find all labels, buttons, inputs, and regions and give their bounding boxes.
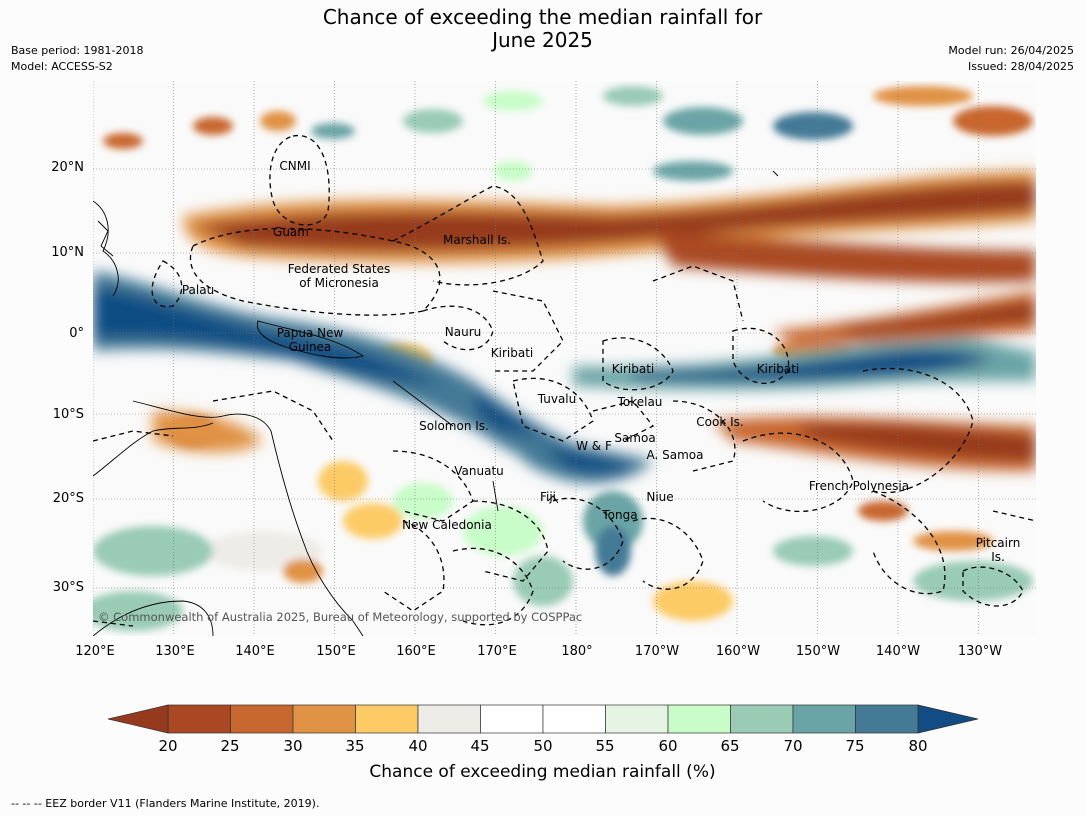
model-name: Model: ACCESS-S2 [11, 60, 113, 73]
region-label-png-1: Papua New [276, 326, 344, 340]
map-title: Chance of exceeding the median rainfall … [0, 6, 1085, 52]
lat-tick: 20°S [52, 491, 84, 506]
copyright-notice: © Commonwealth of Australia 2025, Bureau… [98, 610, 583, 624]
region-label-cook: Cook Is. [696, 415, 744, 429]
colorbar-segment [230, 704, 294, 734]
grid-lines [93, 81, 1036, 636]
region-label-png-2: Guinea [288, 340, 332, 354]
colorbar-tick: 75 [845, 737, 865, 755]
colorbar-tick: 80 [908, 737, 928, 755]
region-label-guam: Guam [273, 225, 309, 239]
colorbar-segment [792, 704, 856, 734]
region-label-kiribati-west: Kiribati [490, 346, 534, 360]
region-label-tokelau: Tokelau [617, 395, 663, 409]
region-label-tuvalu: Tuvalu [537, 392, 577, 406]
region-label-pitcairn-1: Pitcairn [975, 536, 1021, 550]
colorbar-tick: 35 [345, 737, 365, 755]
colorbar-segment [667, 704, 731, 734]
colorbar-tick: 70 [783, 737, 803, 755]
colorbar-segment [855, 704, 919, 734]
colorbar-segment [542, 704, 606, 734]
lon-tick: 130°E [155, 644, 195, 659]
colorbar-tick: 65 [720, 737, 740, 755]
colorbar-segment [292, 704, 356, 734]
colorbar-segment [417, 704, 481, 734]
lon-tick: 150°E [316, 644, 356, 659]
colorbar-tick: 45 [470, 737, 490, 755]
region-label-wallis-futuna: W & F [576, 439, 612, 453]
region-label-marshall: Marshall Is. [443, 233, 511, 247]
lon-tick: 150°W [795, 644, 841, 659]
title-line-2: June 2025 [492, 28, 593, 52]
region-label-pitcairn-2: Is. [991, 550, 1005, 564]
coastlines [93, 170, 779, 636]
region-label-solomon: Solomon Is. [419, 419, 489, 433]
base-info: Base period: 1981-2018 Model: ACCESS-S2 [11, 43, 143, 75]
region-label-fsm-1: Federated States [287, 262, 391, 276]
lon-tick: 180° [561, 644, 593, 659]
colorbar-tick: 20 [158, 737, 178, 755]
anomaly-bands [93, 171, 1036, 484]
colorbar-tick: 50 [533, 737, 553, 755]
colorbar-tick: 25 [220, 737, 240, 755]
colorbar-low-extension [107, 704, 169, 734]
issued-date: Issued: 28/04/2025 [967, 60, 1074, 73]
region-label-fiji: Fiji [539, 490, 557, 504]
region-label-kiribati-central: Kiribati [611, 362, 655, 376]
lon-tick: 160°E [396, 644, 436, 659]
colorbar-segment [605, 704, 669, 734]
lon-tick: 140°E [235, 644, 275, 659]
colorbar-title: Chance of exceeding median rainfall (%) [369, 762, 716, 782]
model-run: Model run: 26/04/2025 [948, 44, 1074, 57]
region-label-american-samoa: A. Samoa [646, 448, 704, 462]
region-label-fsm-2: of Micronesia [299, 276, 379, 290]
rainfall-map [93, 81, 1036, 636]
region-label-kiribati-east: Kiribati [756, 362, 800, 376]
lat-tick: 10°N [51, 245, 84, 260]
region-label-vanuatu: Vanuatu [454, 464, 504, 478]
run-info: Model run: 26/04/2025 Issued: 28/04/2025 [948, 43, 1074, 75]
lat-tick: 20°N [51, 160, 84, 175]
title-line-1: Chance of exceeding the median rainfall … [322, 5, 763, 29]
lon-tick: 170°W [634, 644, 680, 659]
colorbar-segment [167, 704, 231, 734]
colorbar-tick: 30 [283, 737, 303, 755]
colorbar-tick: 40 [408, 737, 428, 755]
colorbar-segment [730, 704, 794, 734]
lon-tick: 130°W [957, 644, 1003, 659]
lat-tick: 10°S [52, 407, 84, 422]
colorbar-segment [480, 704, 544, 734]
colorbar-segment [355, 704, 419, 734]
region-label-tonga: Tonga [602, 508, 638, 522]
colorbar-high-extension [917, 704, 979, 734]
lat-tick: 30°S [52, 580, 84, 595]
region-label-niue: Niue [646, 490, 674, 504]
region-label-palau: Palau [181, 283, 215, 297]
region-label-cnmi: CNMI [279, 159, 311, 173]
eez-borders [93, 135, 1036, 627]
region-label-french-polynesia: French Polynesia [808, 479, 910, 493]
region-label-new-caledonia: New Caledonia [402, 518, 492, 532]
region-label-nauru: Nauru [444, 325, 482, 339]
colorbar-tick: 55 [595, 737, 615, 755]
lon-tick: 170°E [477, 644, 517, 659]
lon-tick: 160°W [715, 644, 761, 659]
lon-tick: 120°E [75, 644, 115, 659]
region-label-samoa: Samoa [614, 431, 656, 445]
rainfall-field [93, 81, 1036, 636]
lat-tick: 0° [69, 326, 84, 341]
colorbar-tick: 60 [658, 737, 678, 755]
eez-footnote: -- -- -- EEZ border V11 (Flanders Marine… [11, 797, 320, 810]
lon-tick: 140°W [875, 644, 921, 659]
base-period: Base period: 1981-2018 [11, 44, 144, 57]
